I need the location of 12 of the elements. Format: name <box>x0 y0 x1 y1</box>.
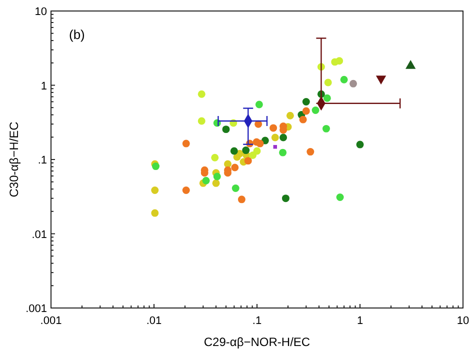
y-tick-label: 10 <box>34 6 47 18</box>
x-tick-label: .1 <box>252 315 262 327</box>
y-axis-title: C30-αβ−H/EC <box>7 121 21 198</box>
x-axis-title: C29-αβ−NOR-H/EC <box>204 335 310 349</box>
y-tick-label: .01 <box>32 228 47 241</box>
x-tick-label: .01 <box>146 315 162 327</box>
y-tick-label: .001 <box>26 303 47 315</box>
x-tick-label: 1 <box>356 315 364 327</box>
x-tick-label: 10 <box>456 315 470 327</box>
annotation: (b) <box>69 27 85 42</box>
y-tick-label: .1 <box>38 154 47 166</box>
y-tick-label: 1 <box>40 80 47 92</box>
